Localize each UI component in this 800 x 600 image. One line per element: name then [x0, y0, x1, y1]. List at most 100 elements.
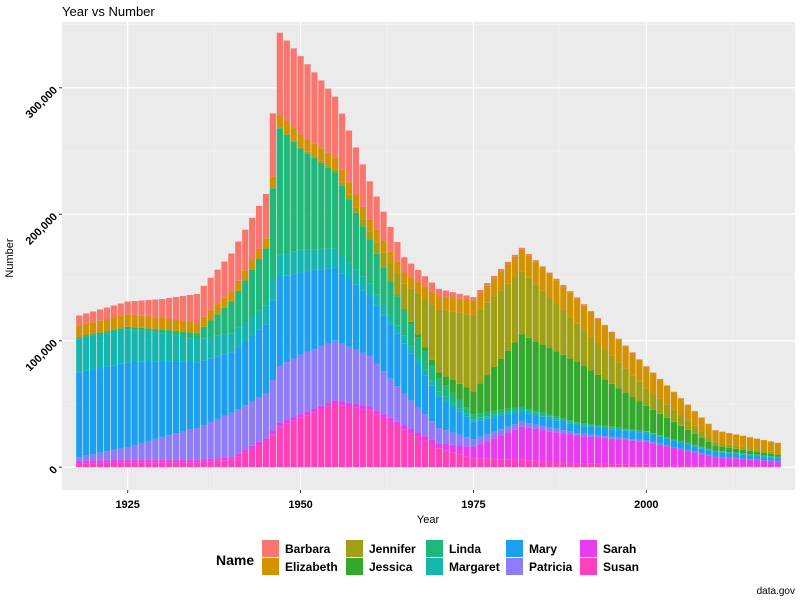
bar-segment-susan: [200, 461, 207, 468]
bar-segment-linda: [152, 328, 159, 333]
bar-segment-barbara: [366, 181, 373, 220]
bar-segment-margaret: [698, 447, 705, 449]
bar-segment-elizabeth: [255, 248, 263, 260]
bar-segment-mary: [608, 429, 615, 437]
bar-segment-sarah: [574, 435, 581, 464]
bar-segment-sarah: [691, 452, 698, 466]
bar-segment-patricia: [345, 346, 353, 403]
bar-segment-margaret: [477, 417, 484, 421]
bar-segment-jessica: [421, 347, 429, 352]
bar-segment-jennifer: [428, 304, 436, 360]
bar-segment-patricia: [193, 428, 200, 460]
bar-segment-linda: [401, 310, 408, 336]
bar-segment-linda: [428, 365, 436, 381]
bar-segment-jennifer: [276, 127, 283, 129]
bar-segment-margaret: [484, 416, 491, 419]
bar-segment-linda: [380, 267, 387, 305]
bar-segment-barbara: [117, 303, 124, 316]
bar-segment-sarah: [249, 445, 256, 450]
bar-segment-jennifer: [560, 310, 567, 355]
bar-segment-mary: [504, 414, 512, 427]
bar-segment-jennifer: [518, 271, 525, 335]
bar-segment-susan: [567, 462, 574, 468]
bar-segment-elizabeth: [608, 332, 615, 356]
bar-segment-linda: [131, 327, 138, 331]
bar-segment-mary: [636, 432, 643, 440]
legend-item-jennifer: Jennifer: [346, 540, 416, 557]
bar-segment-elizabeth: [650, 373, 657, 394]
bar-segment-jennifer: [719, 443, 726, 447]
bar-segment-margaret: [663, 437, 671, 439]
bar-segment-patricia: [207, 421, 214, 459]
bar-segment-patricia: [428, 421, 436, 440]
bar-segment-mary: [186, 361, 194, 430]
bar-segment-elizabeth: [228, 291, 235, 302]
bar-segment-linda: [491, 410, 498, 415]
bar-segment-margaret: [152, 332, 159, 362]
bar-segment-jessica: [574, 361, 581, 423]
bar-segment-jennifer: [553, 303, 560, 352]
bar-segment-patricia: [366, 355, 373, 407]
bar-segment-patricia: [643, 440, 650, 442]
bar-segment-mary: [691, 446, 698, 452]
bar-segment-barbara: [200, 285, 207, 317]
bar-segment-mary: [332, 267, 339, 341]
bar-segment-sarah: [663, 446, 671, 466]
bar-segment-sarah: [179, 459, 187, 463]
bar-segment-linda: [394, 296, 401, 326]
bar-segment-elizabeth: [200, 316, 207, 327]
bar-segment-patricia: [235, 409, 242, 454]
bar-segment-patricia: [318, 346, 325, 406]
bar-segment-susan: [629, 464, 636, 468]
bar-segment-elizabeth: [484, 285, 491, 303]
bar-segment-sarah: [124, 459, 131, 463]
bar-segment-elizabeth: [345, 182, 353, 195]
legend-swatch: [580, 558, 597, 575]
bar-segment-susan: [193, 462, 200, 468]
bar-segment-mary: [131, 361, 138, 445]
bar-segment-margaret: [179, 336, 187, 362]
bar-segment-barbara: [401, 257, 408, 273]
bar-segment-mary: [532, 415, 539, 425]
legend-item-sarah: Sarah: [580, 540, 636, 557]
bar-segment-barbara: [172, 296, 180, 321]
bar-segment-elizabeth: [332, 157, 339, 170]
bar-segment-elizabeth: [518, 249, 525, 272]
bar-segment-linda: [269, 188, 277, 281]
bar-segment-patricia: [698, 453, 705, 455]
bar-segment-margaret: [449, 402, 456, 407]
bar-segment-sarah: [532, 428, 539, 461]
bar-segment-mary: [221, 354, 228, 416]
bar-segment-sarah: [276, 422, 283, 427]
bar-segment-jennifer: [387, 263, 394, 282]
bar-segment-patricia: [255, 397, 263, 442]
bar-segment-mary: [449, 406, 456, 433]
bar-segment-jennifer: [325, 165, 332, 168]
bar-segment-linda: [435, 378, 442, 392]
bar-segment-linda: [262, 248, 270, 306]
bar-segment-patricia: [179, 431, 187, 460]
bar-segment-barbara: [76, 315, 83, 326]
bar-segment-jessica: [428, 359, 436, 366]
bar-segment-elizabeth: [166, 318, 173, 331]
bar-segment-jennifer: [290, 140, 297, 142]
bar-segment-jennifer: [345, 194, 353, 200]
bar-segment-linda: [580, 423, 588, 425]
bar-segment-mary: [733, 454, 740, 459]
bar-segment-jennifer: [712, 441, 719, 446]
bar-segment-barbara: [159, 299, 166, 318]
bar-segment-patricia: [726, 457, 733, 459]
bar-segment-patricia: [394, 386, 401, 422]
bar-segment-linda: [539, 412, 546, 415]
bar-segment-barbara: [504, 261, 512, 265]
bar-segment-susan: [608, 464, 615, 468]
bar-segment-margaret: [691, 445, 698, 447]
legend-label: Margaret: [449, 560, 500, 574]
bar-segment-mary: [283, 275, 290, 363]
bar-segment-susan: [131, 462, 138, 468]
bar-segment-mary: [276, 277, 283, 367]
bar-segment-jennifer: [511, 277, 519, 343]
bar-segment-jennifer: [629, 375, 636, 398]
bar-segment-jessica: [408, 321, 415, 325]
bar-segment-sarah: [345, 402, 353, 407]
